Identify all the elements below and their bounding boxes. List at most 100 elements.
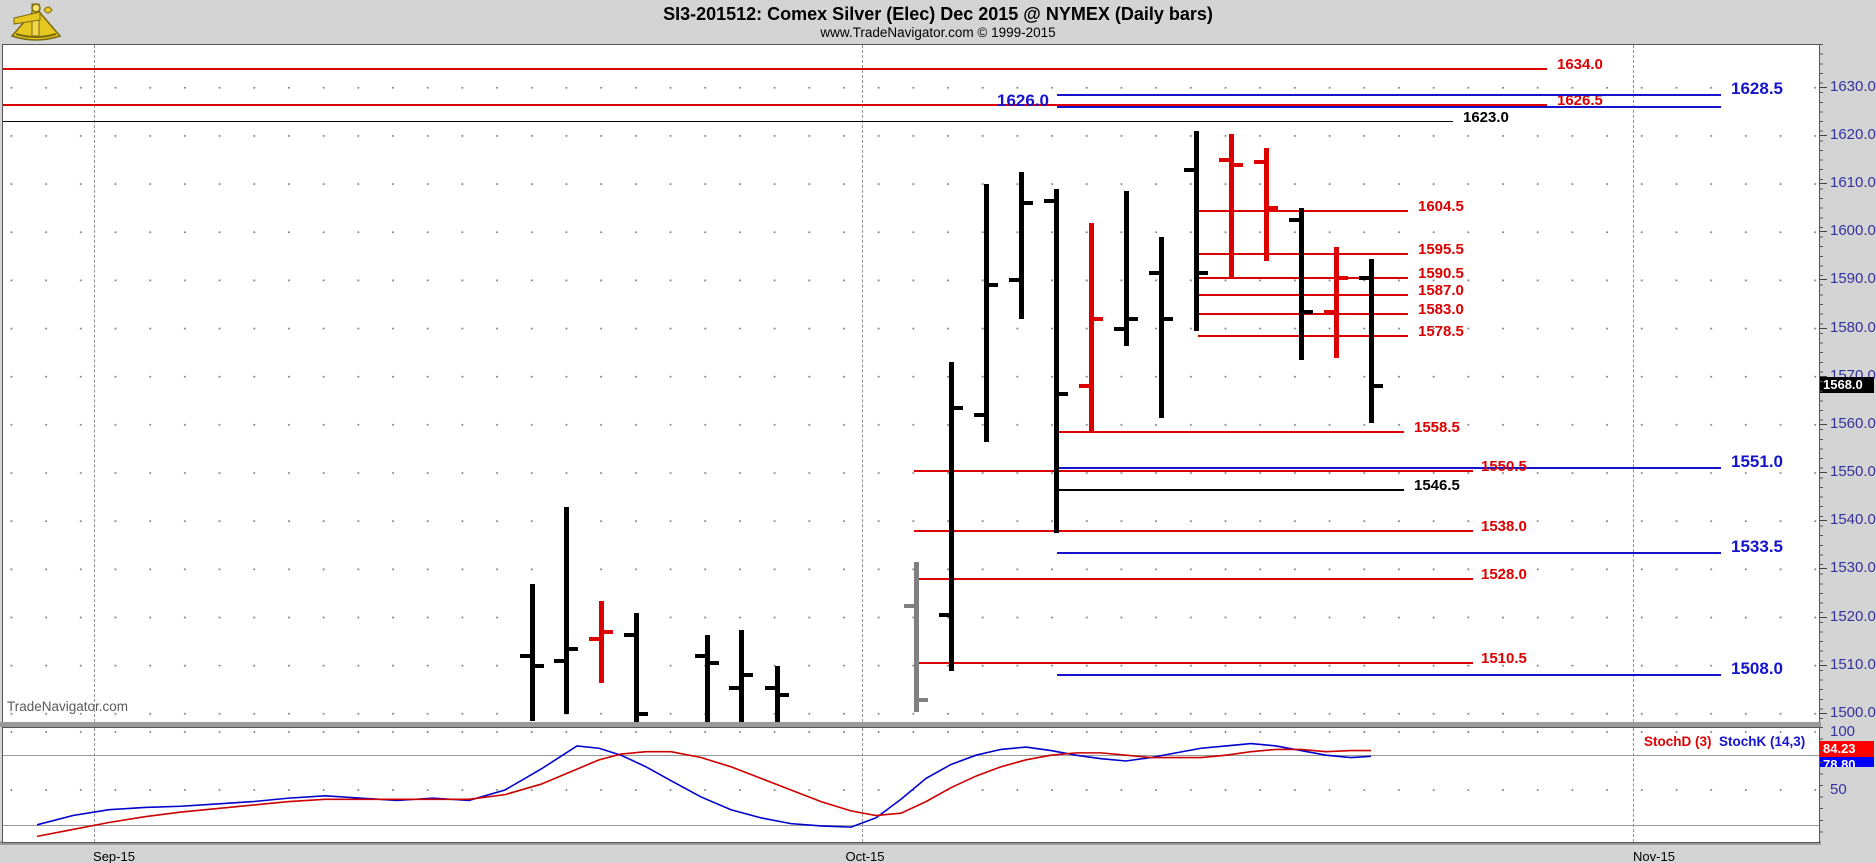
ohlc-open-tick (1149, 271, 1159, 276)
price-level-label: 1634.0 (1557, 55, 1603, 73)
month-gridline (862, 728, 863, 842)
price-level-line (3, 103, 1547, 106)
ohlc-bar (983, 184, 989, 442)
ohlc-close-tick (1373, 384, 1383, 389)
ohlc-open-tick (1009, 278, 1019, 283)
ohlc-open-tick (1289, 218, 1299, 223)
chart-title: SI3-201512: Comex Silver (Elec) Dec 2015… (663, 4, 1213, 24)
price-axis-label: 1550.0 (1830, 463, 1876, 481)
ohlc-close-tick (603, 630, 613, 635)
price-axis-label: 1620.0 (1830, 125, 1876, 143)
price-level-label: 1558.5 (1414, 419, 1460, 437)
ohlc-bar (1193, 131, 1199, 332)
stochk-legend-label: StochK (14,3) (1719, 734, 1806, 749)
stochd-line (36, 748, 1371, 838)
price-level-label: 1550.5 (1481, 457, 1527, 475)
ohlc-open-tick (904, 603, 914, 608)
ohlc-close-tick (1338, 276, 1348, 281)
time-axis-label: Nov-15 (1633, 849, 1675, 863)
ohlc-bar (1298, 208, 1304, 360)
price-level-line (1057, 94, 1721, 97)
price-level-line (914, 529, 1473, 532)
price-axis-tick (1819, 279, 1827, 281)
ohlc-bar (1228, 133, 1234, 279)
ohlc-bar (774, 665, 780, 722)
ohlc-open-tick (554, 659, 564, 664)
ohlc-bar (529, 583, 535, 722)
ohlc-bar (913, 562, 919, 712)
price-level-label: 1587.0 (1418, 281, 1464, 299)
ohlc-bar (1263, 148, 1269, 262)
ohlc-bar (948, 362, 954, 671)
ohlc-open-tick (729, 685, 739, 690)
ohlc-close-tick (988, 283, 998, 288)
price-level-label: 1578.5 (1418, 322, 1464, 340)
price-level-label: 1628.5 (1731, 79, 1783, 99)
ohlc-bar (1333, 246, 1339, 358)
price-level-label: 1533.5 (1731, 536, 1783, 556)
ohlc-open-tick (624, 632, 634, 637)
price-level-line (914, 662, 1473, 665)
price-axis-label: 1580.0 (1830, 318, 1876, 336)
stoch-threshold-line (3, 824, 1819, 826)
month-gridline (862, 45, 863, 722)
price-level-label: 1626.0 (997, 91, 1049, 111)
ohlc-close-tick (1198, 271, 1208, 276)
ohlc-open-tick (1254, 160, 1264, 165)
ohlc-close-tick (743, 673, 753, 678)
price-axis-tick (1819, 183, 1827, 185)
stochk-line (36, 742, 1372, 828)
price-level-label: 1623.0 (1463, 108, 1509, 126)
price-axis-label: 1510.0 (1830, 655, 1876, 673)
ohlc-close-tick (638, 712, 648, 716)
ohlc-close-tick (534, 663, 544, 668)
price-level-label: 1604.5 (1418, 197, 1464, 215)
month-gridline (94, 45, 95, 722)
stochk-value-badge: 78.80 (1820, 757, 1874, 767)
ohlc-open-tick (520, 654, 530, 659)
price-axis-tick (1819, 664, 1827, 666)
ohlc-bar (1018, 172, 1024, 320)
price-plot-area[interactable]: TradeNavigator.com 1634.0 1626.5 1623.0 162… (2, 44, 1820, 723)
price-axis-label: 1500.0 (1830, 704, 1876, 721)
price-axis-tick (1819, 86, 1827, 88)
price-axis-tick (1819, 472, 1827, 474)
price-axis-label: 1530.0 (1830, 559, 1876, 577)
ohlc-bar (1123, 191, 1129, 346)
price-axis-label: 1610.0 (1830, 174, 1876, 192)
bottom-separator (0, 841, 1821, 845)
month-gridline (1633, 728, 1634, 842)
ohlc-bar (738, 629, 744, 722)
ohlc-open-tick (1044, 199, 1054, 204)
ohlc-close-tick (1093, 317, 1103, 322)
ohlc-bar (1088, 222, 1094, 433)
ohlc-close-tick (1303, 309, 1313, 314)
price-axis-tick (1819, 327, 1827, 329)
ohlc-bar (1368, 258, 1374, 423)
time-axis-label: Oct-15 (845, 849, 885, 863)
ohlc-open-tick (1359, 276, 1369, 281)
ohlc-close-tick (953, 406, 963, 411)
price-level-label: 1583.0 (1418, 301, 1464, 319)
ohlc-close-tick (918, 697, 928, 702)
month-gridline (94, 728, 95, 842)
chart-subtitle: www.TradeNavigator.com © 1999-2015 (820, 25, 1056, 40)
price-axis-tick (1819, 520, 1827, 522)
price-level-line (1057, 489, 1404, 491)
price-level-line (1057, 674, 1721, 677)
watermark: TradeNavigator.com (7, 699, 129, 714)
ohlc-close-tick (568, 646, 578, 651)
stochastic-plot-area[interactable]: StochD (3) StochK (14,3) (2, 727, 1820, 843)
price-level-label: 1508.0 (1731, 659, 1783, 679)
ohlc-close-tick (1058, 391, 1068, 396)
price-level-line (3, 120, 1453, 123)
ohlc-open-tick (1079, 384, 1089, 389)
stochd-legend-label: StochD (3) (1644, 734, 1712, 749)
ohlc-close-tick (1128, 317, 1138, 322)
price-level-line (3, 67, 1547, 70)
ohlc-close-tick (1268, 206, 1278, 211)
ohlc-bar (1158, 237, 1164, 418)
ohlc-open-tick (1219, 158, 1229, 163)
time-axis-label: Sep-15 (93, 849, 135, 863)
